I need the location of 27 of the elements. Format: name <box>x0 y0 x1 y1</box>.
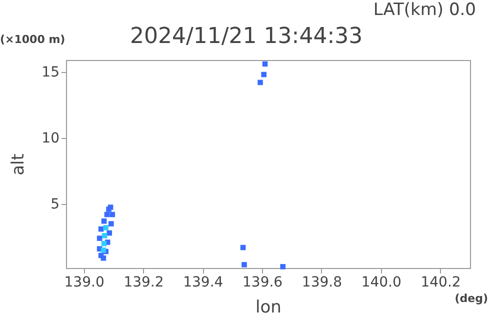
text: (×1000 m) <box>0 33 66 46</box>
x-tick-label: 139.0 <box>64 274 104 290</box>
point <box>261 72 266 78</box>
x-tick-label: 139.6 <box>242 274 283 290</box>
point <box>108 221 114 226</box>
point <box>102 233 108 238</box>
point <box>242 262 247 268</box>
point <box>100 248 106 253</box>
point <box>110 212 115 218</box>
y-axis-title: alt <box>8 153 29 176</box>
x-tick-label: 140.2 <box>420 274 461 290</box>
chart-title: 2024/11/21 13:44:33 <box>130 24 363 49</box>
point <box>96 236 102 241</box>
text: (deg) <box>454 292 488 305</box>
chart-subtitle: LAT(km) 0.0 <box>373 0 476 20</box>
point <box>280 264 286 270</box>
y-tick-label: 5 <box>50 196 60 212</box>
x-tick-label: 139.4 <box>183 274 224 290</box>
y-tick-label: 15 <box>42 64 60 80</box>
y-tick-label: 10 <box>42 130 60 146</box>
x-tick-label: 139.8 <box>302 274 342 290</box>
point <box>103 225 108 230</box>
x-tick-label: 140.0 <box>361 274 402 290</box>
x-tick-label: 139.2 <box>124 274 164 290</box>
x-axis-title: lon <box>256 298 282 318</box>
point <box>258 80 263 86</box>
point <box>101 218 107 224</box>
